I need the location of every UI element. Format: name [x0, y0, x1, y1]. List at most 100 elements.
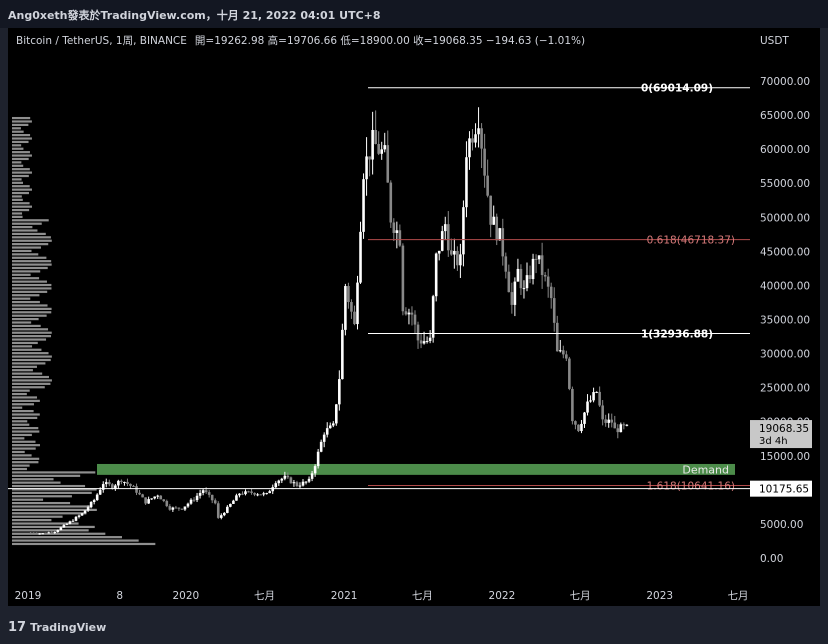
candle-body — [286, 475, 290, 478]
candle-body — [29, 532, 32, 534]
candle-body — [301, 481, 305, 486]
y-tick-label: 30000.00 — [760, 349, 810, 361]
fib-level-label: 0(69014.09) — [641, 83, 713, 95]
volume-profile-bar — [12, 532, 106, 535]
volume-profile-bar — [12, 392, 27, 396]
volume-profile-bar — [12, 116, 31, 120]
candle-body — [50, 532, 54, 534]
volume-profile-bar — [12, 427, 39, 430]
candle-body — [571, 388, 574, 422]
candle-body — [622, 424, 626, 426]
volume-profile-bar — [12, 522, 79, 525]
volume-profile-bar — [12, 478, 54, 481]
chart-panel[interactable]: Bitcoin / TetherUS, 1周, BINANCE 開=19262.9… — [8, 28, 820, 606]
candle-body — [238, 493, 241, 496]
candle-body — [223, 512, 226, 516]
volume-profile-bar — [12, 243, 49, 246]
volume-profile-bar — [12, 144, 22, 147]
candle-body — [513, 281, 517, 305]
x-tick-label: 七月 — [728, 590, 749, 602]
volume-profile-bar — [12, 512, 87, 515]
volume-profile-bar — [12, 280, 47, 283]
candle-body — [362, 179, 365, 232]
candle-body — [386, 145, 390, 183]
candle-body — [298, 485, 302, 487]
candle-body — [453, 250, 456, 255]
volume-profile-bar — [12, 236, 51, 239]
volume-profile-bar — [12, 246, 41, 249]
candle-body — [489, 195, 492, 225]
candle-body — [498, 228, 502, 241]
volume-profile-bar — [12, 222, 42, 225]
y-tick-label: 50000.00 — [760, 212, 810, 224]
candle-body — [456, 250, 459, 266]
volume-profile-bar — [12, 539, 139, 542]
candle-body — [232, 500, 235, 504]
volume-profile-bar — [12, 447, 36, 450]
demand-zone-label: Demand — [682, 463, 729, 476]
candle-body — [416, 324, 420, 341]
volume-profile-bar — [12, 120, 32, 123]
candle-body — [229, 503, 232, 507]
volume-profile-bar — [12, 212, 23, 215]
candle-body — [111, 484, 114, 489]
volume-profile-bar — [12, 471, 96, 474]
candle-body — [580, 423, 583, 432]
volume-profile-bar — [12, 430, 40, 433]
candle-body — [98, 489, 102, 495]
volume-profile-bar — [12, 140, 29, 144]
legend-ohlc: 開=19262.98 高=19706.66 低=18900.00 收=19068… — [195, 34, 585, 47]
candle-body — [474, 134, 477, 143]
candle-body — [483, 148, 486, 176]
chart-svg[interactable]: Bitcoin / TetherUS, 1周, BINANCE 開=19262.9… — [8, 28, 820, 606]
volume-profile-bar — [12, 157, 29, 161]
candle-body — [268, 491, 272, 494]
volume-profile-bar — [12, 498, 44, 501]
candle-body — [201, 490, 205, 493]
candle-body — [135, 486, 138, 493]
candle-body — [519, 268, 523, 289]
tradingview-logo[interactable]: 𝟭𝟳 TradingView — [8, 620, 106, 635]
y-tick-label: 45000.00 — [760, 246, 810, 258]
candle-body — [56, 530, 60, 533]
candle-body — [371, 129, 374, 160]
candle-body — [168, 506, 172, 510]
footer-bar: 𝟭𝟳 TradingView — [0, 610, 828, 644]
candle-body — [141, 494, 144, 498]
candle-body — [486, 175, 489, 196]
volume-profile-bar — [12, 386, 45, 389]
candle-body — [256, 494, 259, 496]
volume-profile-bar — [12, 335, 52, 338]
candle-body — [368, 156, 371, 160]
candle-body — [123, 481, 126, 483]
candle-body — [295, 482, 299, 487]
fib-level-label: 0.618(46718.37) — [647, 235, 735, 247]
candle-body — [546, 276, 550, 287]
candle-body — [328, 425, 332, 429]
candle-body — [613, 422, 617, 429]
candle-body — [192, 499, 196, 501]
volume-profile-bar — [12, 185, 30, 188]
volume-profile-bar — [12, 345, 33, 348]
volume-profile-bar — [12, 164, 24, 167]
candle-body — [335, 404, 338, 424]
volume-profile-bar — [12, 168, 30, 171]
candle-body — [410, 312, 414, 315]
x-tick-label: 2019 — [15, 590, 42, 602]
candle-body — [480, 128, 483, 149]
candle-body — [156, 495, 160, 497]
candle-body — [598, 391, 601, 406]
candle-body — [495, 216, 499, 241]
y-tick-label: 40000.00 — [760, 280, 810, 292]
volume-profile-bar — [12, 382, 51, 385]
volume-profile-bar — [12, 341, 38, 345]
volume-profile-bar — [12, 481, 61, 484]
volume-profile-bar — [12, 229, 38, 232]
volume-profile-bar — [12, 515, 63, 518]
x-tick-label: 2021 — [331, 590, 358, 602]
candle-body — [537, 255, 541, 260]
volume-profile-bar — [12, 290, 48, 293]
candle-body — [92, 500, 96, 502]
volume-profile-bar — [12, 362, 46, 365]
